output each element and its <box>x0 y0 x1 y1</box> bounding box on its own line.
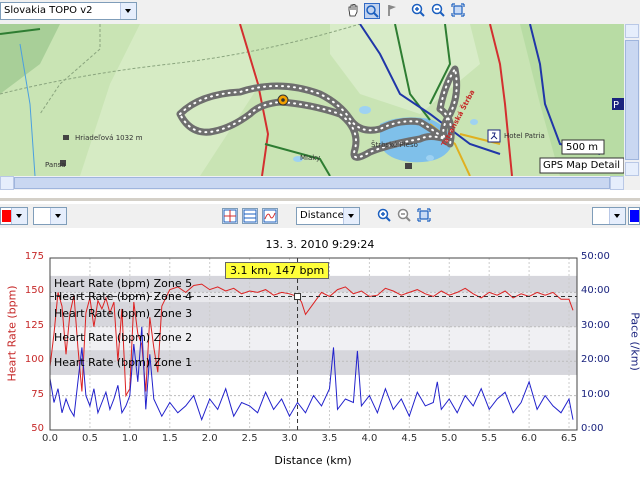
scroll-right-icon[interactable] <box>610 176 624 190</box>
x-tick-label: 1.0 <box>121 433 138 444</box>
map-toolbar: Slovakia TOPO v2 <box>0 0 640 24</box>
y-tick-label: 75 <box>31 388 44 400</box>
left-color-select[interactable] <box>0 207 28 225</box>
place-label: Pansa <box>45 161 66 169</box>
right-color-select[interactable] <box>628 207 640 225</box>
zoom-out-icon[interactable] <box>430 3 446 19</box>
scroll-thumb[interactable] <box>14 177 610 189</box>
zone-label: Heart Rate (bpm) Zone 5 <box>54 277 193 291</box>
y-axis-label: Heart Rate (bpm) <box>5 285 19 382</box>
place-label: Hotel Patria <box>504 132 545 140</box>
chevron-down-icon[interactable] <box>120 3 136 19</box>
x-tick-label: 5.5 <box>481 433 498 444</box>
y-tick-label: 150 <box>24 285 44 297</box>
x-tick-label: 3.0 <box>281 433 298 444</box>
scroll-left-icon[interactable] <box>0 176 14 190</box>
right-series-select[interactable] <box>592 207 626 225</box>
chevron-down-icon[interactable] <box>609 208 625 224</box>
y2-tick-label: 50:00 <box>581 251 610 262</box>
left-series-select[interactable] <box>33 207 67 225</box>
x-tick-label: 6.5 <box>561 433 577 444</box>
y2-tick-label: 0:00 <box>581 423 604 434</box>
scale-label: 500 m <box>566 142 599 153</box>
map-select-value: Slovakia TOPO v2 <box>4 5 93 16</box>
cursor-tooltip: 3.1 km, 147 bpm <box>225 262 330 279</box>
chart-toolbar: Distance <box>0 204 640 228</box>
map-vertical-scrollbar[interactable] <box>624 24 640 176</box>
x-tick-label: 4.5 <box>401 433 418 444</box>
zone-label: Heart Rate (bpm) Zone 3 <box>54 307 193 321</box>
map-horizontal-scrollbar[interactable] <box>0 176 624 190</box>
x-tick-label: 6.0 <box>521 433 538 444</box>
y2-axis-label: Pace (/km) <box>628 312 640 371</box>
cursor-marker <box>294 293 302 301</box>
svg-text:P: P <box>613 100 619 111</box>
topo-map[interactable]: P Hriadeľová 1032 m Mlaky Pansa Štrbské … <box>0 24 624 176</box>
y2-tick-label: 10:00 <box>581 388 610 400</box>
scroll-down-icon[interactable] <box>625 162 639 176</box>
chevron-down-icon[interactable] <box>11 208 27 224</box>
x-tick-label: 0.0 <box>42 433 58 444</box>
map-detail-label: GPS Map Detail <box>543 160 621 171</box>
place-label: Hriadeľová 1032 m <box>75 134 143 142</box>
chart-zoom-in-icon[interactable] <box>376 208 392 224</box>
flag-icon[interactable] <box>384 3 400 19</box>
x-tick-label: 5.0 <box>441 433 458 444</box>
x-tick-label: 0.5 <box>81 433 98 444</box>
y2-tick-label: 40:00 <box>581 285 610 297</box>
chart-zoom-fit-icon[interactable] <box>416 208 432 224</box>
x-axis-mode-value: Distance <box>300 210 344 221</box>
color-swatch <box>630 210 639 222</box>
map-select[interactable]: Slovakia TOPO v2 <box>0 2 137 20</box>
x-tick-label: 2.5 <box>241 433 258 444</box>
stacked-view-icon[interactable] <box>242 208 258 224</box>
hand-icon[interactable] <box>345 3 361 19</box>
splitter[interactable] <box>0 198 640 201</box>
zone-label: Heart Rate (bpm) Zone 4 <box>54 290 193 304</box>
chart-zoom-out-icon[interactable] <box>396 208 412 224</box>
y-tick-label: 175 <box>24 251 44 262</box>
y2-tick-label: 30:00 <box>581 319 610 331</box>
scroll-thumb[interactable] <box>625 40 639 160</box>
place-label: Štrbské Pleso <box>371 141 418 149</box>
y2-tick-label: 20:00 <box>581 354 610 366</box>
y-tick-label: 100 <box>24 354 44 366</box>
zoom-fit-icon[interactable] <box>450 3 466 19</box>
chart-title: 13. 3. 2010 9:29:24 <box>265 238 375 251</box>
zoom-in-icon[interactable] <box>410 3 426 19</box>
scroll-up-icon[interactable] <box>625 24 639 38</box>
zone-label: Heart Rate (bpm) Zone 1 <box>54 355 193 369</box>
x-tick-label: 4.0 <box>361 433 378 444</box>
magnifier-icon[interactable] <box>364 3 380 19</box>
y-tick-label: 125 <box>24 319 44 331</box>
x-axis-label: Distance (km) <box>274 454 352 467</box>
smooth-line-icon[interactable] <box>262 208 278 224</box>
place-label: Mlaky <box>300 154 321 162</box>
x-tick-label: 1.5 <box>161 433 178 444</box>
x-tick-label: 2.0 <box>201 433 218 444</box>
scroll-corner <box>624 176 640 190</box>
y-tick-label: 50 <box>31 423 44 434</box>
crosshair-view-icon[interactable] <box>222 208 238 224</box>
x-tick-label: 3.5 <box>321 433 338 444</box>
zone-label: Heart Rate (bpm) Zone 2 <box>54 331 193 345</box>
chevron-down-icon[interactable] <box>50 208 66 224</box>
x-axis-mode-select[interactable]: Distance <box>296 207 360 225</box>
chevron-down-icon[interactable] <box>343 208 359 224</box>
